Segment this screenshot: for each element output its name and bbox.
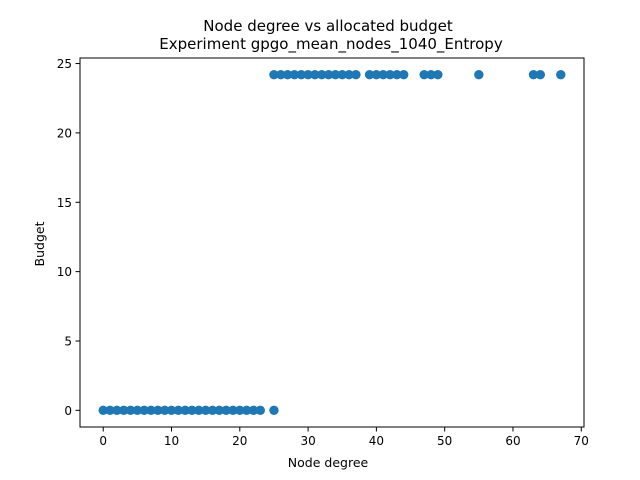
data-point xyxy=(385,69,395,80)
data-point xyxy=(112,405,122,416)
data-point xyxy=(276,69,286,80)
data-point xyxy=(296,69,306,80)
data-point xyxy=(282,69,293,80)
data-point xyxy=(248,405,259,416)
x-tick-label: 10 xyxy=(164,434,179,448)
data-point xyxy=(426,69,436,80)
data-point xyxy=(289,69,300,80)
data-point xyxy=(166,405,177,416)
data-point xyxy=(323,69,334,80)
x-tick-label: 30 xyxy=(300,434,315,448)
data-point xyxy=(310,69,320,80)
data-point xyxy=(207,405,218,416)
data-point xyxy=(535,69,545,80)
data-point xyxy=(159,405,170,416)
data-point xyxy=(344,69,354,80)
y-tick-label: 5 xyxy=(64,334,72,348)
data-point xyxy=(337,69,347,80)
data-point xyxy=(105,405,115,416)
data-point xyxy=(98,405,108,416)
data-point xyxy=(125,405,136,416)
data-point xyxy=(173,405,184,416)
data-point xyxy=(180,405,190,416)
data-point xyxy=(556,69,566,80)
data-point xyxy=(330,69,341,80)
plot-frame xyxy=(79,57,585,428)
data-point xyxy=(187,405,197,416)
data-point xyxy=(194,405,204,416)
data-point xyxy=(269,405,279,416)
x-tick-label: 40 xyxy=(369,434,384,448)
data-point xyxy=(146,405,156,416)
data-point xyxy=(153,405,163,416)
y-tick-label: 20 xyxy=(57,126,72,140)
data-point xyxy=(132,405,143,416)
y-tick-label: 15 xyxy=(57,196,72,210)
data-point xyxy=(303,69,313,80)
x-axis-label: Node degree xyxy=(288,455,369,470)
data-point xyxy=(528,69,539,80)
data-point xyxy=(351,69,361,80)
chart-title: Node degree vs allocated budget xyxy=(203,17,453,35)
data-point xyxy=(399,69,409,80)
data-point xyxy=(433,69,443,80)
data-point xyxy=(221,405,231,416)
y-axis-label: Budget xyxy=(32,221,47,266)
data-point xyxy=(364,69,375,80)
data-point xyxy=(255,405,265,416)
y-tick-label: 10 xyxy=(57,265,72,279)
x-tick-label: 70 xyxy=(574,434,589,448)
x-tick-label: 50 xyxy=(437,434,452,448)
x-tick-label: 0 xyxy=(99,434,107,448)
x-tick-label: 20 xyxy=(232,434,247,448)
y-tick-label: 0 xyxy=(64,404,72,418)
data-point xyxy=(378,69,388,80)
data-point xyxy=(214,405,225,416)
data-point xyxy=(235,405,245,416)
data-point xyxy=(228,405,238,416)
y-tick-label: 25 xyxy=(57,57,72,71)
data-point xyxy=(392,69,402,80)
data-point xyxy=(474,69,484,80)
data-point xyxy=(317,69,327,80)
data-point xyxy=(119,405,129,416)
chart-subtitle: Experiment gpgo_mean_nodes_1040_Entropy xyxy=(159,35,503,54)
data-point xyxy=(419,69,429,80)
plot-area: 0 10 20 30 40 50 60 70 0 5 10 15 20 25 xyxy=(57,57,589,448)
x-tick-label: 60 xyxy=(505,434,520,448)
data-point xyxy=(371,69,382,80)
data-point xyxy=(241,405,252,416)
data-point xyxy=(200,405,211,416)
data-point xyxy=(139,405,149,416)
data-point xyxy=(269,69,279,80)
